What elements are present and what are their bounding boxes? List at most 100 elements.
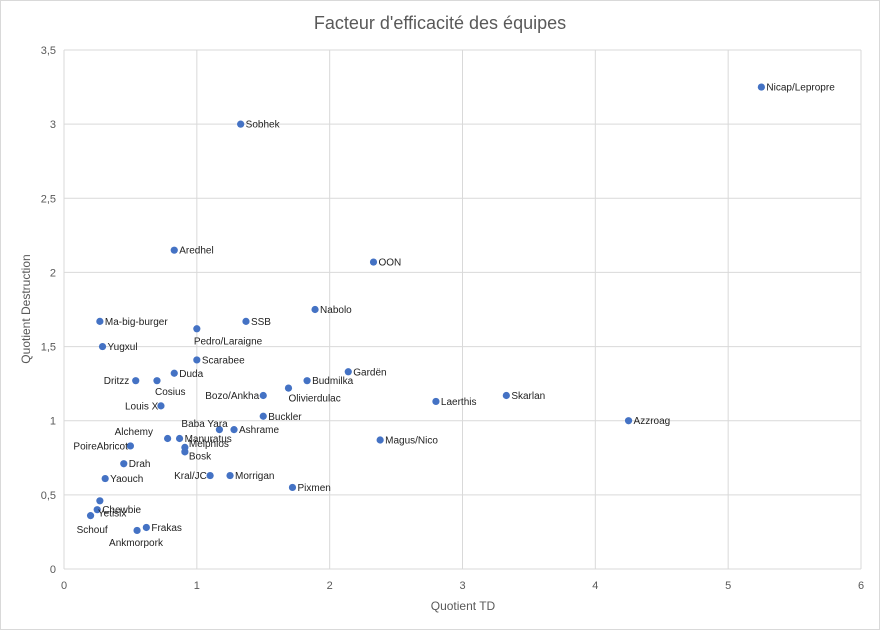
gridlines — [63, 49, 862, 570]
data-point — [193, 356, 201, 364]
x-tick-label: 5 — [725, 580, 731, 592]
data-point — [93, 506, 101, 514]
point-label: PoireAbricot — [73, 441, 128, 452]
point-label: Nabolo — [320, 305, 352, 316]
data-point — [242, 317, 250, 325]
data-point — [284, 384, 293, 392]
data-point — [757, 83, 765, 91]
point-label: OON — [379, 258, 402, 269]
point-label: Yugxul — [108, 342, 138, 353]
data-point — [193, 325, 201, 333]
x-tick-label: 3 — [459, 580, 465, 592]
data-point — [303, 377, 311, 385]
data-point — [215, 426, 224, 434]
data-point — [126, 442, 135, 450]
point-label: Ankmorpork — [109, 538, 164, 549]
tick-labels: 0 1 2 3 4 5 6 0 0,5 1 1,5 2 2,5 3 3,5 — [41, 45, 864, 592]
point-label: Skarlan — [511, 391, 545, 402]
point-label: Yetislx — [98, 508, 127, 519]
y-axis-label: Quotient Destruction — [19, 254, 33, 363]
data-point — [175, 434, 184, 443]
data-point — [96, 497, 104, 505]
point-label: Morrigan — [235, 471, 274, 482]
data-point — [230, 426, 238, 434]
point-label: Louis X — [125, 401, 159, 412]
x-tick-label: 0 — [61, 580, 67, 592]
point-label: Manuratus — [185, 434, 232, 445]
y-tick-label: 0 — [50, 564, 56, 576]
point-label: Ma-big-burger — [105, 317, 168, 328]
data-point — [157, 402, 165, 410]
y-tick-label: 1,5 — [41, 342, 56, 354]
point-label: Dritzz — [104, 376, 130, 387]
data-point — [170, 369, 178, 377]
x-tick-label: 4 — [592, 580, 598, 592]
data-point — [142, 523, 150, 532]
point-label: Baba Yara — [181, 419, 228, 430]
chart-title: Facteur d'efficacité des équipes — [314, 13, 566, 33]
data-point — [101, 474, 109, 483]
point-label: Cosius — [155, 387, 186, 398]
data-point — [181, 448, 189, 456]
y-tick-label: 3,5 — [41, 45, 56, 57]
data-point — [432, 397, 440, 406]
point-label: Schouf — [77, 525, 108, 536]
y-tick-label: 2,5 — [41, 193, 56, 205]
x-tick-label: 2 — [327, 580, 333, 592]
point-label: Bozo/Ankha — [205, 391, 259, 402]
data-point — [133, 526, 141, 535]
point-label: Melphios — [189, 439, 229, 450]
point-label: Duda — [179, 369, 203, 380]
x-tick-label: 6 — [858, 580, 864, 592]
y-tick-label: 0,5 — [41, 490, 56, 502]
data-point — [259, 391, 267, 400]
x-axis-label: Quotient TD — [431, 599, 496, 613]
data-point — [120, 460, 128, 468]
point-label: Yaouch — [110, 474, 143, 485]
point-label: Buckler — [268, 412, 302, 423]
y-tick-label: 1 — [50, 416, 56, 428]
data-point — [344, 368, 352, 376]
point-label: Alchemy — [115, 427, 153, 438]
point-label: Olivierdulac — [288, 394, 340, 405]
data-point — [170, 246, 178, 254]
point-label: Scarabee — [202, 355, 245, 366]
point-label: Magus/Nico — [385, 435, 438, 446]
point-label: Nicap/Lepropre — [766, 83, 835, 94]
data-point — [502, 391, 510, 400]
point-label: SSB — [251, 317, 271, 328]
y-tick-label: 2 — [50, 267, 56, 279]
point-label: Laerthis — [441, 397, 477, 408]
data-labels: Nicap/Lepropre Sobhek Aredhel OON Nabolo Ma-b… — [73, 83, 835, 549]
data-point — [132, 377, 140, 385]
data-points — [86, 83, 765, 535]
point-label: Pixmen — [297, 483, 330, 494]
data-point — [624, 417, 633, 425]
point-label: Pedro/Laraigne — [194, 336, 263, 347]
data-point — [164, 434, 172, 443]
point-label: Kral/JC — [174, 471, 207, 482]
data-point — [288, 483, 297, 492]
point-label: Gardën — [353, 367, 386, 378]
data-point — [237, 120, 245, 128]
data-point — [369, 258, 378, 266]
point-label: Azzroag — [634, 416, 671, 427]
data-point — [98, 342, 107, 351]
point-label: Frakas — [151, 523, 182, 534]
y-tick-label: 3 — [50, 119, 56, 131]
point-label: Chewbie — [102, 505, 141, 516]
point-label: Sobhek — [246, 120, 281, 131]
data-point — [96, 317, 104, 325]
data-point — [153, 377, 161, 385]
data-point — [206, 471, 214, 480]
point-label: Aredhel — [179, 246, 213, 257]
data-point — [86, 512, 95, 520]
point-label: Bosk — [189, 451, 212, 462]
point-label: Budmilka — [312, 376, 354, 387]
data-point — [311, 305, 319, 314]
data-point — [259, 412, 267, 420]
point-label: Drah — [129, 459, 151, 470]
